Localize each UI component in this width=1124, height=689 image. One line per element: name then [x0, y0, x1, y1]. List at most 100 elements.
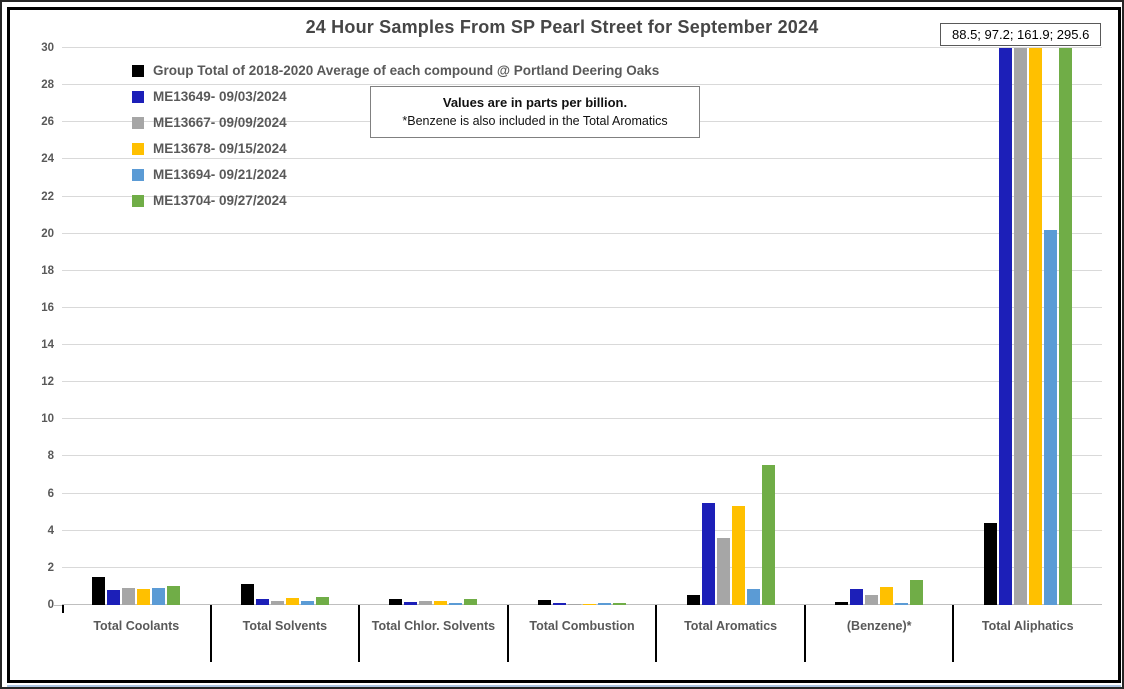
- bar: [255, 599, 269, 605]
- category-cell: Total Combustion: [508, 605, 657, 665]
- bar: [895, 603, 909, 605]
- gridline: [62, 84, 1102, 86]
- bar-group: [62, 48, 211, 605]
- bar: [270, 601, 284, 605]
- bar-group: [359, 48, 508, 605]
- y-axis-label: 24: [41, 153, 54, 166]
- bar: [731, 506, 745, 605]
- category-cell: Total Aliphatics: [953, 605, 1102, 665]
- bar: [300, 601, 314, 605]
- bar: [152, 588, 166, 605]
- y-axis-label: 18: [41, 264, 54, 277]
- bar: [449, 603, 463, 605]
- y-axis-label: 8: [47, 450, 54, 463]
- bar: [538, 600, 552, 605]
- gridline: [62, 306, 1102, 308]
- bar-groups: [62, 48, 1102, 605]
- legend-item: ME13649- 09/03/2024: [132, 89, 659, 104]
- bar: [1028, 48, 1042, 605]
- legend-item: ME13678- 09/15/2024: [132, 141, 659, 156]
- legend-swatch-icon: [132, 142, 144, 155]
- gridline: [62, 529, 1102, 531]
- category-label: Total Coolants: [93, 619, 180, 633]
- y-axis-label: 20: [41, 227, 54, 240]
- plot-area[interactable]: 0 2 4 6 8 10 12 14 16 18 20 22 24 26 28 30: [41, 42, 1102, 611]
- bar: [137, 589, 151, 605]
- y-axis-label: 6: [47, 487, 54, 500]
- category-separator: [506, 605, 509, 662]
- bar-group: [953, 48, 1102, 605]
- legend-item: ME13667- 09/09/2024: [132, 115, 659, 130]
- legend-swatch-icon: [132, 90, 144, 103]
- category-cell: Total Solvents: [211, 605, 360, 665]
- bar: [686, 595, 700, 605]
- gridline: [62, 269, 1102, 271]
- gridline: [62, 158, 1102, 160]
- legend-swatch-icon: [132, 64, 144, 77]
- category-axis: Total Coolants Total Solvents Total Chlor.…: [62, 605, 1102, 665]
- gridline: [62, 492, 1102, 494]
- category-label: (Benzene)*: [846, 619, 912, 633]
- bar-group: [211, 48, 360, 605]
- legend-label: ME13694- 09/21/2024: [153, 167, 287, 182]
- legend-swatch-icon: [132, 194, 144, 207]
- bar: [1013, 48, 1027, 605]
- legend-item: Group Total of 2018-2020 Average of each…: [132, 63, 659, 78]
- category-cell: Total Chlor. Solvents: [359, 605, 508, 665]
- legend-label: ME13704- 09/27/2024: [153, 193, 287, 208]
- bar: [92, 577, 106, 605]
- category-axis-left-tick: [62, 605, 64, 613]
- bottom-accent-line: [7, 685, 1121, 687]
- bar: [464, 599, 478, 605]
- bar: [880, 587, 894, 605]
- gridline: [62, 418, 1102, 420]
- y-axis-label: 16: [41, 301, 54, 314]
- gridline: [62, 566, 1102, 568]
- gridline: [62, 195, 1102, 197]
- bar: [910, 580, 924, 605]
- annotation-benzene-note: *Benzene is also included in the Total A…: [402, 114, 668, 128]
- legend-item: ME13694- 09/21/2024: [132, 167, 659, 182]
- bar: [434, 601, 448, 605]
- legend-swatch-icon: [132, 116, 144, 129]
- offscale-values-box: 88.5; 97.2; 161.9; 295.6: [940, 23, 1102, 46]
- gridline: [62, 232, 1102, 234]
- bar: [107, 590, 121, 605]
- legend-label: ME13678- 09/15/2024: [153, 141, 287, 156]
- chart-title: 24 Hour Samples From SP Pearl Street for…: [305, 17, 819, 37]
- bar-group: [805, 48, 954, 605]
- y-axis-label: 2: [47, 561, 54, 574]
- bar: [1058, 48, 1072, 605]
- y-axis-label: 0: [47, 599, 54, 611]
- bar: [389, 599, 403, 605]
- bar: [598, 603, 612, 605]
- y-axis-zero-tick: [54, 605, 62, 606]
- bar: [404, 602, 418, 605]
- category-label: Total Solvents: [242, 619, 328, 633]
- y-axis-label: 26: [41, 116, 54, 129]
- bar: [315, 597, 329, 605]
- x-axis-line: [62, 604, 1102, 605]
- bar: [583, 604, 597, 605]
- legend-item: ME13704- 09/27/2024: [132, 193, 659, 208]
- bar: [865, 595, 879, 605]
- category-separator: [209, 605, 212, 662]
- legend-label: ME13649- 09/03/2024: [153, 89, 287, 104]
- annotation-box: Values are in parts per billion. *Benzen…: [370, 86, 700, 138]
- bar: [998, 48, 1012, 605]
- category-separator: [952, 605, 955, 662]
- annotation-units-note: Values are in parts per billion.: [442, 95, 628, 110]
- bar-group: [656, 48, 805, 605]
- category-label: Total Combustion: [529, 619, 635, 633]
- y-axis-label: 10: [41, 413, 54, 426]
- category-cell: Total Aromatics: [656, 605, 805, 665]
- bar: [761, 465, 775, 605]
- gridline: [62, 455, 1102, 457]
- bar: [835, 602, 849, 605]
- y-axis-label: 4: [47, 524, 54, 537]
- category-separator: [358, 605, 361, 662]
- bar: [122, 588, 136, 605]
- category-label: Total Aromatics: [684, 619, 778, 633]
- bar: [613, 603, 627, 605]
